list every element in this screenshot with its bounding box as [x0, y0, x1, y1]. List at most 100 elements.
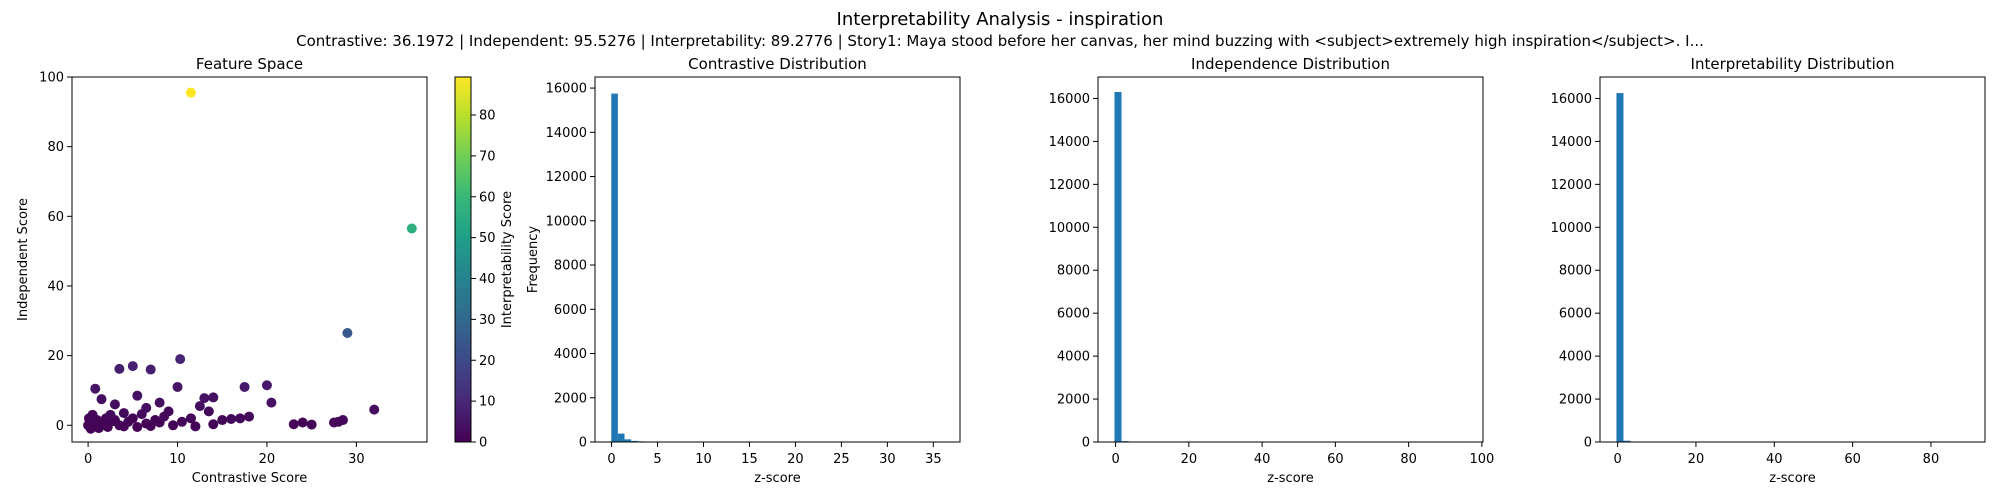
x-tick-label: 0 — [1613, 452, 1621, 467]
panel-title: Independence Distribution — [1191, 55, 1390, 73]
x-tick-label: 10 — [695, 452, 712, 467]
plot-frame — [1097, 76, 1484, 443]
x-tick-label: 10 — [169, 452, 186, 467]
scatter-point — [329, 417, 340, 428]
scatter-point — [96, 394, 107, 405]
x-tick-label: 60 — [1844, 452, 1861, 467]
scatter-point — [172, 381, 183, 392]
histogram-bar — [1616, 93, 1624, 443]
y-tick-label: 10000 — [546, 214, 587, 229]
scatter-point — [208, 419, 219, 430]
scatter-point — [185, 413, 196, 424]
y-tick-label: 16000 — [1551, 92, 1592, 107]
x-tick-label: 100 — [1469, 452, 1494, 467]
y-tick-label: 12000 — [1049, 178, 1090, 193]
y-tick-label: 6000 — [1057, 307, 1090, 322]
scatter-point — [235, 413, 246, 424]
scatter-point — [199, 393, 210, 404]
y-tick-label: 8000 — [554, 259, 587, 274]
x-tick-label: 0 — [84, 452, 92, 467]
y-tick-label: 10000 — [1049, 221, 1090, 236]
x-tick-label: 0 — [1111, 452, 1119, 467]
figure-subtitle: Contrastive: 36.1972 | Independent: 95.5… — [296, 32, 1704, 50]
colorbar-tick-label: 80 — [479, 109, 496, 124]
scatter-point — [266, 397, 277, 408]
figure-title: Interpretability Analysis - inspiration — [837, 9, 1164, 30]
y-tick-label: 100 — [39, 71, 64, 86]
x-tick-label: 0 — [607, 452, 615, 467]
scatter-point — [168, 420, 179, 431]
y-tick-label: 8000 — [1057, 264, 1090, 279]
y-tick-label: 16000 — [1049, 92, 1090, 107]
scatter-point — [118, 408, 129, 419]
histogram-bar — [611, 93, 618, 442]
colorbar — [454, 76, 472, 443]
y-tick-label: 2000 — [1559, 393, 1592, 408]
x-tick-label: 20 — [259, 452, 276, 467]
x-tick-label: 20 — [1688, 452, 1705, 467]
y-tick-label: 14000 — [546, 126, 587, 141]
y-tick-label: 40 — [47, 279, 64, 294]
x-tick-label: 60 — [1327, 452, 1344, 467]
scatter-point — [154, 397, 165, 408]
colorbar-tick-label: 10 — [479, 395, 496, 410]
y-tick-label: 60 — [47, 210, 64, 225]
y-tick-label: 0 — [1584, 436, 1592, 451]
scatter-point — [105, 409, 116, 420]
colorbar-tick-label: 0 — [479, 436, 487, 451]
panel-title: Feature Space — [196, 55, 303, 73]
scatter-point — [90, 383, 101, 394]
x-tick-label: 15 — [741, 452, 758, 467]
scatter-point — [203, 406, 214, 417]
x-tick-label: 25 — [833, 452, 850, 467]
y-tick-label: 6000 — [1559, 307, 1592, 322]
scatter-point — [406, 223, 417, 234]
scatter-point — [194, 401, 205, 412]
panel-title: Contrastive Distribution — [688, 55, 867, 73]
y-tick-label: 20 — [47, 349, 64, 364]
scatter-point — [369, 404, 380, 415]
colorbar-tick-label: 20 — [479, 354, 496, 369]
scatter-point — [127, 361, 138, 372]
scatter-point — [342, 327, 353, 338]
y-tick-label: 4000 — [1559, 350, 1592, 365]
histogram-bar — [1114, 92, 1122, 442]
y-tick-label: 4000 — [554, 347, 587, 362]
y-tick-label: 12000 — [1551, 178, 1592, 193]
x-tick-label: 80 — [1400, 452, 1417, 467]
scatter-point — [306, 419, 317, 430]
colorbar-tick-label: 70 — [479, 149, 496, 164]
scatter-point — [150, 415, 161, 426]
colorbar-label: Interpretability Score — [500, 191, 515, 328]
scatter-point — [159, 411, 170, 422]
y-tick-label: 0 — [1082, 436, 1090, 451]
scatter-point — [208, 392, 219, 403]
scatter-point — [84, 418, 95, 429]
scatter-point — [226, 414, 237, 425]
colorbar-tick-label: 30 — [479, 313, 496, 328]
x-tick-label: 5 — [653, 452, 661, 467]
colorbar-tick-label: 60 — [479, 190, 496, 205]
panel-4: 0 20 40 60 80 0 2000 4000 6000 8000 10000 12000 1400… — [1551, 55, 1986, 486]
panel-3: 0 20 40 60 80 100 0 2000 4000 6000 8000 10000 12000 1… — [1049, 55, 1495, 486]
histogram-bar — [1623, 440, 1631, 442]
y-tick-label: 6000 — [554, 303, 587, 318]
histogram-bar — [624, 439, 632, 442]
x-tick-label: 20 — [1181, 452, 1198, 467]
y-tick-label: 2000 — [1057, 393, 1090, 408]
y-tick-label: 12000 — [546, 170, 587, 185]
scatter-point — [217, 415, 228, 426]
scatter-point — [239, 381, 250, 392]
y-tick-label: 8000 — [1559, 264, 1592, 279]
histogram-bar — [631, 440, 638, 442]
scatter-point — [261, 380, 272, 391]
scatter-point — [114, 363, 125, 374]
scatter-point — [109, 399, 120, 410]
scatter-point — [190, 421, 201, 432]
scatter-point — [145, 364, 156, 375]
scatter-point — [123, 416, 134, 427]
y-tick-label: 14000 — [1551, 135, 1592, 150]
